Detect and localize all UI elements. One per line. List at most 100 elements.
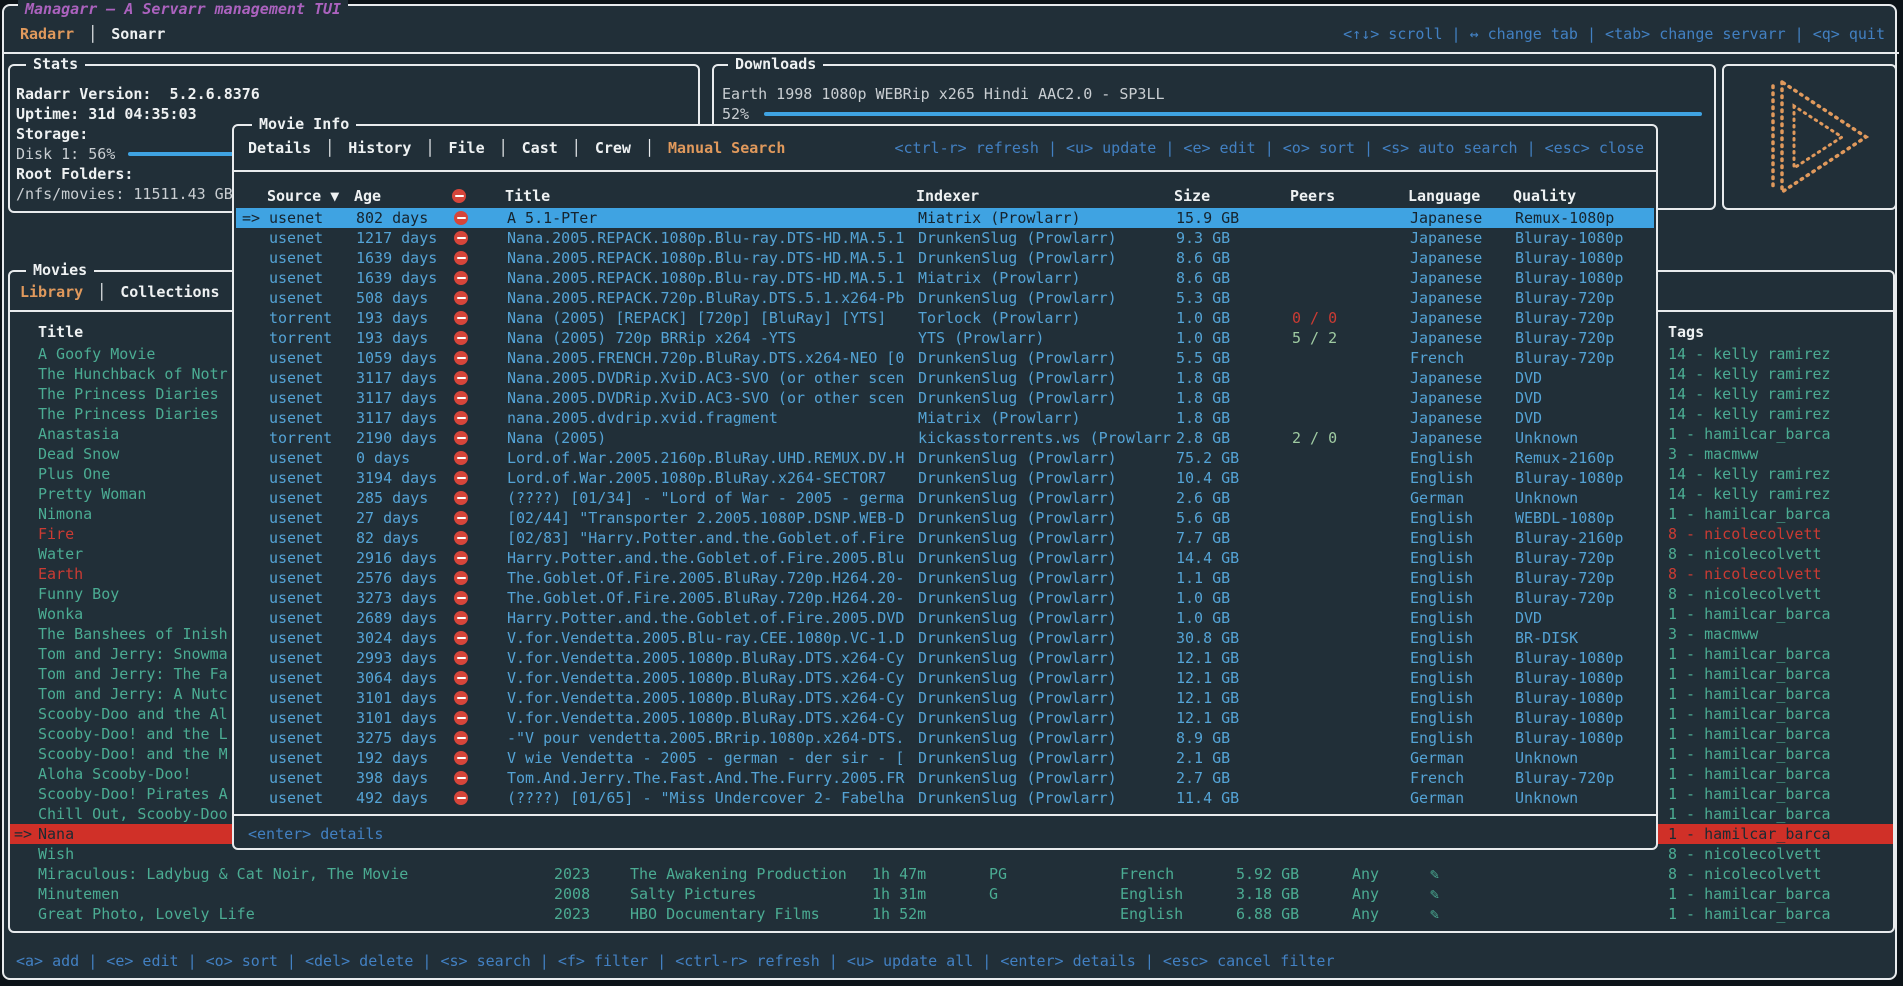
release-size: 5.3 GB [1176,289,1231,307]
library-row[interactable]: Scooby-Doo! and the M 1 - hamilcar_barca [10,744,1893,764]
release-row[interactable]: usenet 27 days [02/44] "Transporter 2.2005… [236,508,1654,528]
rejected-icon [454,331,468,345]
library-row[interactable]: Scooby-Doo! and the L 1 - hamilcar_barca [10,724,1893,744]
library-row[interactable]: Chill Out, Scooby-Doo 1 - hamilcar_barca [10,804,1893,824]
modal-tab-details[interactable]: Details [248,139,312,157]
release-quality: DVD [1515,409,1543,427]
release-row[interactable]: usenet 3117 days Nana.2005.DVDRip.XviD.AC3… [236,388,1654,408]
library-row[interactable]: Pretty Woman 14 - kelly ramirez [10,484,1893,504]
library-row[interactable]: Anastasia 1 - hamilcar_barca [10,424,1893,444]
library-row[interactable]: Great Photo, Lovely Life 2023 HBO Document… [10,904,1893,924]
tab-library[interactable]: Library [20,283,84,301]
release-size: 14.4 GB [1176,549,1240,567]
release-row[interactable]: usenet 3275 days -"V pour vendetta.2005.BR… [236,728,1654,748]
tab-radarr[interactable]: Radarr [20,25,75,43]
library-row[interactable]: Funny Boy 8 - nicolecolvett [10,584,1893,604]
release-size: 7.7 GB [1176,529,1231,547]
library-row[interactable]: The Princess Diaries 14 - kelly ramirez [10,404,1893,424]
library-row[interactable]: Water 8 - nicolecolvett [10,544,1893,564]
release-row[interactable]: usenet 3117 days Nana.2005.DVDRip.XviD.AC3… [236,368,1654,388]
monitored-icon: ✎ [1430,905,1440,923]
column-header-source[interactable]: Source ▼ [267,187,340,205]
movie-title: Fire [38,525,75,543]
servarr-tabs: Radarr │ Sonarr [20,24,165,44]
library-row[interactable]: Earth 8 - nicolecolvett [10,564,1893,584]
movie-year: 2008 [554,885,591,903]
library-row[interactable]: The Banshees of Inish 3 - macmww [10,624,1893,644]
rejected-column-icon [452,189,466,203]
movie-tag: 8 - nicolecolvett [1668,565,1822,583]
release-age: 3101 days [356,689,438,707]
release-row[interactable]: usenet 508 days Nana.2005.REPACK.720p.BluR… [236,288,1654,308]
release-row[interactable]: usenet 285 days (????) [01/34] - "Lord of … [236,488,1654,508]
release-language: Japanese [1410,329,1483,347]
library-row[interactable]: A Goofy Movie 14 - kelly ramirez [10,344,1893,364]
release-row[interactable]: usenet 0 days Lord.of.War.2005.2160p.BluRa… [236,448,1654,468]
movie-tag: 1 - hamilcar_barca [1668,885,1831,903]
library-row[interactable]: Minutemen 2008 Salty Pictures 1h 31m G Englis… [10,884,1893,904]
movie-language: English [1120,885,1184,903]
release-row[interactable]: usenet 3024 days V.for.Vendetta.2005.Blu-r… [236,628,1654,648]
movie-availability: Any [1352,905,1380,923]
release-source: usenet [269,669,324,687]
release-indexer: Miatrix (Prowlarr) [918,409,1081,427]
release-title: [02/44] "Transporter 2.2005.1080P.DSNP.W… [507,509,905,527]
release-row[interactable]: usenet 2993 days V.for.Vendetta.2005.1080p… [236,648,1654,668]
release-row[interactable]: usenet 2916 days Harry.Potter.and.the.Gobl… [236,548,1654,568]
library-row[interactable]: Dead Snow 3 - macmww [10,444,1893,464]
release-row[interactable]: usenet 1059 days Nana.2005.FRENCH.720p.Blu… [236,348,1654,368]
release-row[interactable]: usenet 1639 days Nana.2005.REPACK.1080p.Bl… [236,268,1654,288]
release-row[interactable]: usenet 492 days (????) [01/65] - "Miss Und… [236,788,1654,808]
release-row[interactable]: usenet 192 days V wie Vendetta - 2005 - ge… [236,748,1654,768]
download-release-name: Earth 1998 1080p WEBRip x265 Hindi AAC2.… [722,85,1165,103]
release-title: Tom.And.Jerry.The.Fast.And.The.Furry.200… [507,769,905,787]
modal-tab-cast[interactable]: Cast [521,139,558,157]
library-row[interactable]: Wonka 1 - hamilcar_barca [10,604,1893,624]
release-language: English [1410,549,1474,567]
release-row[interactable]: => usenet 802 days A 5.1-PTer Miatrix (Prowl… [236,208,1654,228]
tab-separator: │ [425,139,435,157]
library-row[interactable]: Plus One 14 - kelly ramirez [10,464,1893,484]
library-row[interactable]: The Hunchback of Notr 14 - kelly ramirez [10,364,1893,384]
header-divider [4,52,1899,54]
release-row[interactable]: usenet 2576 days The.Goblet.Of.Fire.2005.B… [236,568,1654,588]
modal-tab-crew[interactable]: Crew [594,139,631,157]
release-row[interactable]: usenet 3273 days The.Goblet.Of.Fire.2005.B… [236,588,1654,608]
library-row[interactable]: Tom and Jerry: A Nutc 1 - hamilcar_barca [10,684,1893,704]
library-row[interactable]: Tom and Jerry: Snowma 1 - hamilcar_barca [10,644,1893,664]
library-row[interactable]: Miraculous: Ladybug & Cat Noir, The Movi… [10,864,1893,884]
release-size: 8.6 GB [1176,269,1231,287]
release-row[interactable]: usenet 2689 days Harry.Potter.and.the.Gobl… [236,608,1654,628]
library-row[interactable]: Wish 8 - nicolecolvett [10,844,1893,864]
library-row[interactable]: Scooby-Doo! Pirates A 1 - hamilcar_barca [10,784,1893,804]
tab-sonarr[interactable]: Sonarr [111,25,166,43]
movie-tag: 14 - kelly ramirez [1668,365,1831,383]
library-row[interactable]: Tom and Jerry: The Fa 1 - hamilcar_barca [10,664,1893,684]
release-size: 30.8 GB [1176,629,1240,647]
library-row[interactable]: The Princess Diaries 14 - kelly ramirez [10,384,1893,404]
release-row[interactable]: usenet 3117 days nana.2005.dvdrip.xvid.fra… [236,408,1654,428]
release-row[interactable]: usenet 3064 days V.for.Vendetta.2005.1080p… [236,668,1654,688]
modal-tab-manual-search[interactable]: Manual Search [667,139,786,157]
release-row[interactable]: usenet 3101 days V.for.Vendetta.2005.1080p… [236,688,1654,708]
library-row[interactable]: Aloha Scooby-Doo! 1 - hamilcar_barca [10,764,1893,784]
library-row[interactable]: Nimona 1 - hamilcar_barca [10,504,1893,524]
modal-tab-history[interactable]: History [348,139,412,157]
release-row[interactable]: usenet 398 days Tom.And.Jerry.The.Fast.And… [236,768,1654,788]
release-row[interactable]: torrent 2190 days Nana (2005) kickasstorren… [236,428,1654,448]
release-row[interactable]: usenet 1639 days Nana.2005.REPACK.1080p.Bl… [236,248,1654,268]
release-row[interactable]: usenet 82 days [02/83] "Harry.Potter.and.t… [236,528,1654,548]
library-row[interactable]: Scooby-Doo and the Al 1 - hamilcar_barca [10,704,1893,724]
release-quality: BR-DISK [1515,629,1579,647]
release-row[interactable]: usenet 1217 days Nana.2005.REPACK.1080p.Bl… [236,228,1654,248]
release-age: 3275 days [356,729,438,747]
tab-collections[interactable]: Collections [120,283,220,301]
release-row[interactable]: torrent 193 days Nana (2005) [REPACK] [720… [236,308,1654,328]
release-row[interactable]: usenet 3101 days V.for.Vendetta.2005.1080p… [236,708,1654,728]
release-age: 802 days [356,209,429,227]
release-row[interactable]: usenet 3194 days Lord.of.War.2005.1080p.Bl… [236,468,1654,488]
tags-header: Tags [1668,323,1705,341]
library-row[interactable]: Fire 8 - nicolecolvett [10,524,1893,544]
release-row[interactable]: torrent 193 days Nana (2005) 720p BRRip x2… [236,328,1654,348]
modal-tab-file[interactable]: File [448,139,485,157]
